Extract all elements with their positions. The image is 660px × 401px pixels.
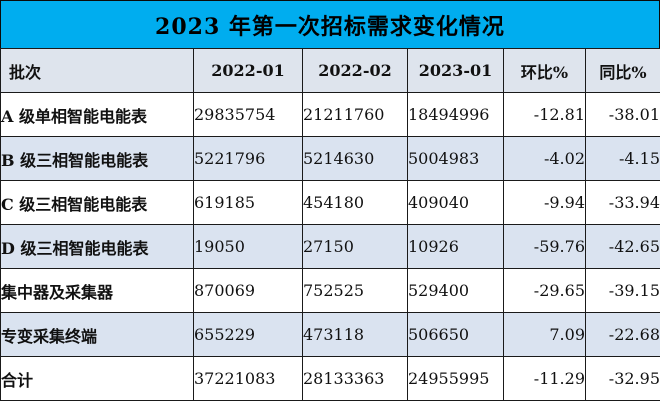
column-header-mom-pct: 环比% — [503, 48, 586, 93]
header-row: 批次 2022-01 2022-02 2023-01 环比% 同比% — [0, 48, 660, 93]
cell-2022-02: 473118 — [302, 312, 408, 357]
cell-2022-01: 655229 — [193, 312, 303, 357]
cell-2022-02: 27150 — [302, 224, 408, 269]
row-label: 合计 — [0, 356, 194, 401]
column-header-2022-02: 2022-02 — [302, 48, 408, 93]
cell-mom-pct: -59.76 — [503, 224, 586, 269]
cell-yoy-pct: -4.15 — [585, 136, 660, 181]
column-header-batch: 批次 — [0, 48, 194, 93]
table-row-total: 合计 37221083 28133363 24955995 -11.29 -32… — [0, 356, 660, 401]
cell-yoy-pct: -33.94 — [585, 180, 660, 225]
table-row: B 级三相智能电能表 5221796 5214630 5004983 -4.02… — [0, 136, 660, 181]
column-header-2023-01: 2023-01 — [407, 48, 504, 93]
cell-mom-pct: -29.65 — [503, 268, 586, 313]
cell-mom-pct: -4.02 — [503, 136, 586, 181]
column-header-yoy-pct: 同比% — [585, 48, 660, 93]
cell-2022-02: 454180 — [302, 180, 408, 225]
cell-mom-pct: -12.81 — [503, 92, 586, 137]
table-title: 2023 年第一次招标需求变化情况 — [0, 0, 660, 48]
cell-2022-02: 752525 — [302, 268, 408, 313]
cell-2022-01: 619185 — [193, 180, 303, 225]
row-label: C 级三相智能电能表 — [0, 180, 194, 225]
cell-2022-01: 870069 — [193, 268, 303, 313]
row-label: A 级单相智能电能表 — [0, 92, 194, 137]
table-row: A 级单相智能电能表 29835754 21211760 18494996 -1… — [0, 92, 660, 137]
cell-2022-02: 5214630 — [302, 136, 408, 181]
cell-2022-01: 29835754 — [193, 92, 303, 137]
table-row: D 级三相智能电能表 19050 27150 10926 -59.76 -42.… — [0, 224, 660, 269]
cell-2023-01: 529400 — [407, 268, 504, 313]
cell-2022-02: 21211760 — [302, 92, 408, 137]
column-header-2022-01: 2022-01 — [193, 48, 303, 93]
row-label: 专变采集终端 — [0, 312, 194, 357]
cell-2023-01: 506650 — [407, 312, 504, 357]
cell-2022-02: 28133363 — [302, 356, 408, 401]
cell-2023-01: 409040 — [407, 180, 504, 225]
cell-2022-01: 5221796 — [193, 136, 303, 181]
cell-2022-01: 19050 — [193, 224, 303, 269]
cell-mom-pct: -11.29 — [503, 356, 586, 401]
row-label: D 级三相智能电能表 — [0, 224, 194, 269]
cell-2023-01: 5004983 — [407, 136, 504, 181]
cell-yoy-pct: -39.15 — [585, 268, 660, 313]
cell-yoy-pct: -32.95 — [585, 356, 660, 401]
cell-2023-01: 10926 — [407, 224, 504, 269]
table-row: C 级三相智能电能表 619185 454180 409040 -9.94 -3… — [0, 180, 660, 225]
cell-mom-pct: -9.94 — [503, 180, 586, 225]
cell-2022-01: 37221083 — [193, 356, 303, 401]
cell-2023-01: 24955995 — [407, 356, 504, 401]
cell-yoy-pct: -22.68 — [585, 312, 660, 357]
table-row: 集中器及采集器 870069 752525 529400 -29.65 -39.… — [0, 268, 660, 313]
cell-2023-01: 18494996 — [407, 92, 504, 137]
row-label: 集中器及采集器 — [0, 268, 194, 313]
table-row: 专变采集终端 655229 473118 506650 7.09 -22.68 — [0, 312, 660, 357]
data-table: 批次 2022-01 2022-02 2023-01 环比% 同比% A 级单相… — [0, 48, 660, 401]
cell-mom-pct: 7.09 — [503, 312, 586, 357]
row-label: B 级三相智能电能表 — [0, 136, 194, 181]
cell-yoy-pct: -42.65 — [585, 224, 660, 269]
cell-yoy-pct: -38.01 — [585, 92, 660, 137]
